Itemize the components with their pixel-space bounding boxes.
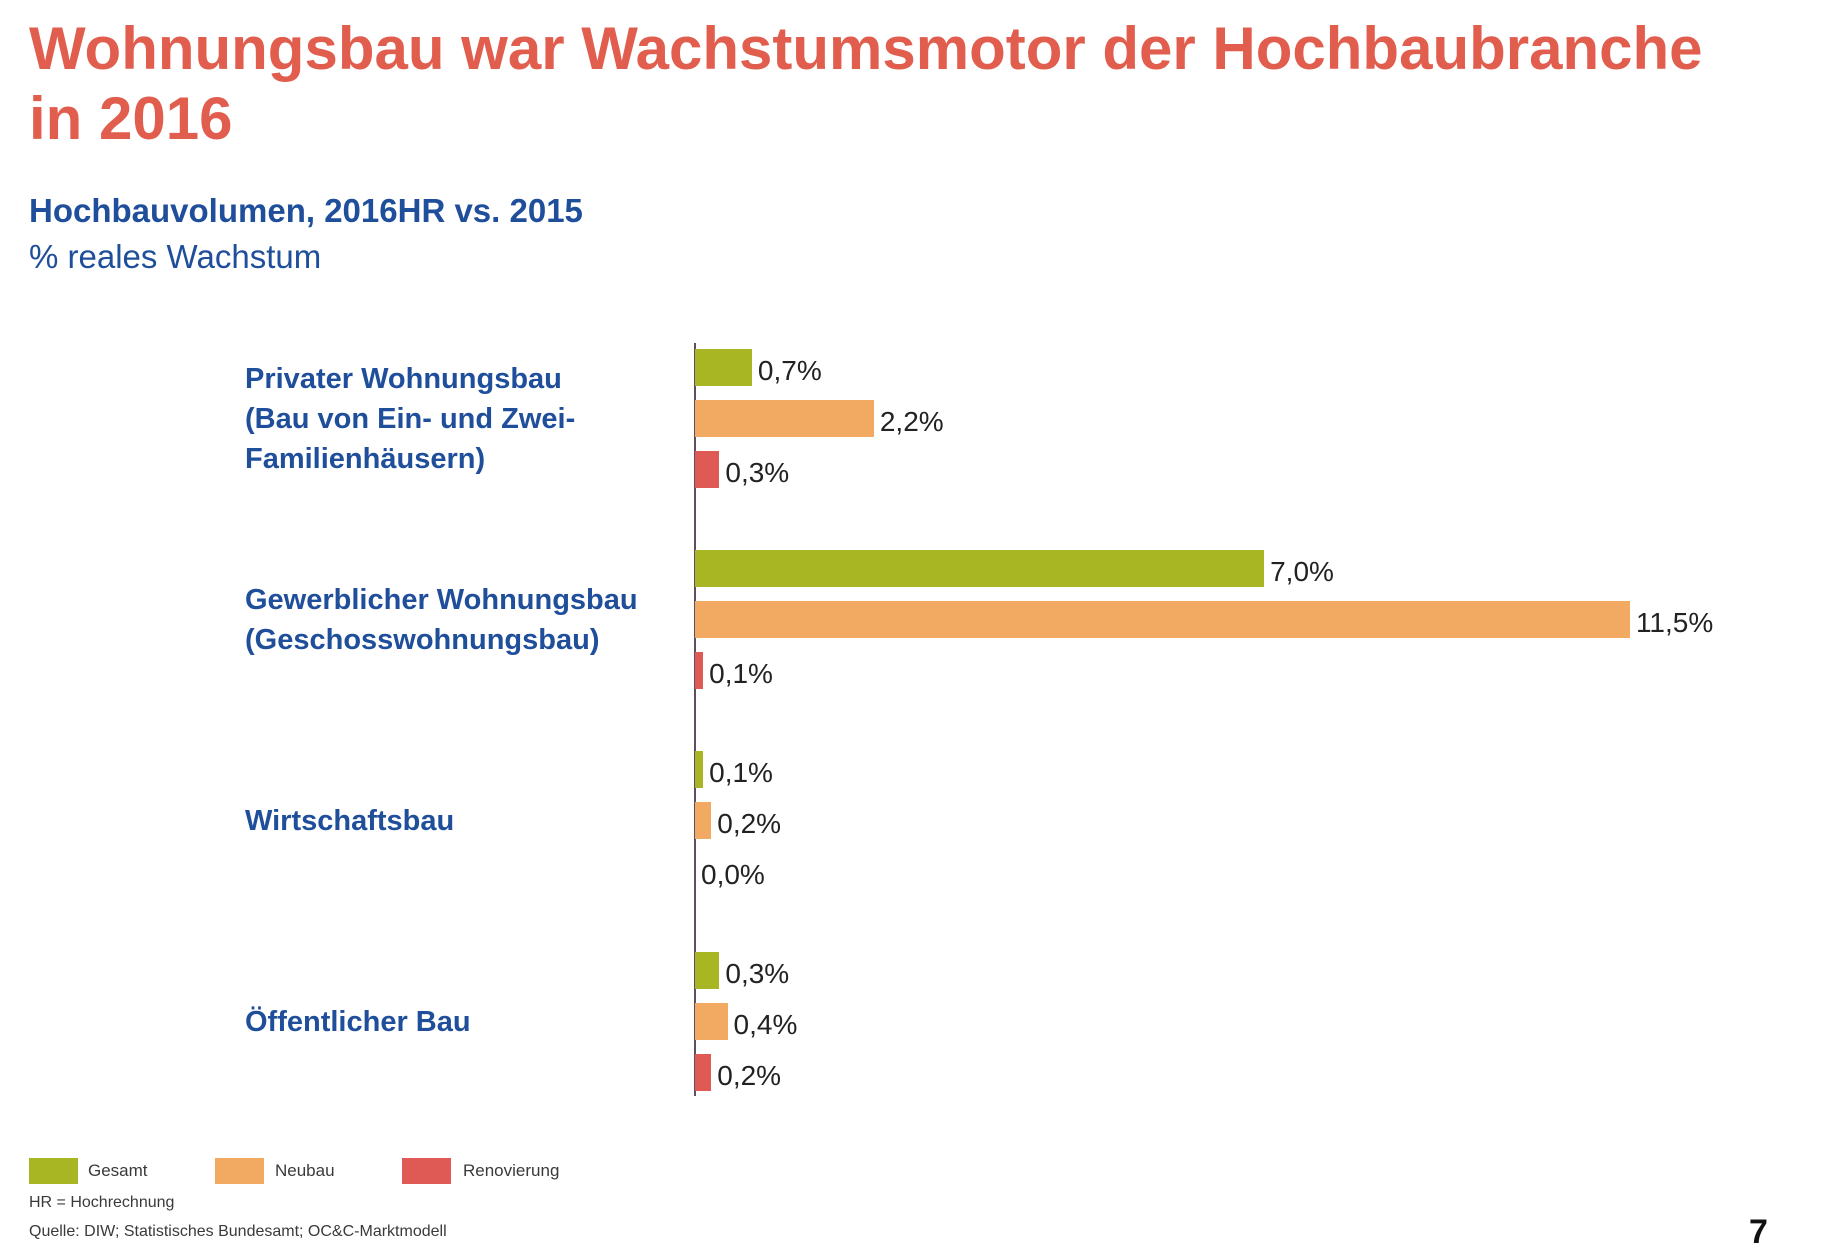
value-label-renovierung-2: 0,1%: [709, 658, 773, 689]
value-label-renovierung-1: 0,3%: [725, 457, 790, 488]
chart-title: Hochbauvolumen, 2016HR vs. 2015: [29, 192, 583, 229]
bar-neubau-4: [695, 1003, 728, 1040]
chart-unit-label: % reales Wachstum: [29, 238, 322, 275]
category-label-line: Wirtschaftsbau: [245, 804, 455, 837]
footnote: HR = Hochrechnung: [29, 1194, 175, 1211]
category-label: Wirtschaftsbau: [245, 801, 454, 841]
legend-swatch-renovierung: [402, 1158, 451, 1184]
bar-gesamt-4: [695, 952, 720, 989]
value-label-neubau-1: 2,2%: [879, 406, 944, 437]
legend: Gesamt Neubau Renovierung: [29, 1158, 589, 1184]
legend-label-neubau: Neubau: [275, 1161, 335, 1180]
value-label-gesamt-4: 0,3%: [725, 958, 790, 989]
legend-label-gesamt: Gesamt: [88, 1161, 148, 1180]
category-label: Gewerblicher Wohnungsbau (Geschosswohnung…: [245, 580, 638, 660]
category-label-line: Öffentlicher Bau: [245, 1005, 471, 1038]
category-label-line: (Geschosswohnungsbau): [245, 623, 600, 656]
value-label-renovierung-3: 0,0%: [701, 859, 765, 890]
legend-swatch-gesamt: [29, 1158, 78, 1184]
slide-title: Wohnungsbau war Wachstumsmotor der Hochb…: [29, 19, 1809, 149]
value-label-gesamt-1: 0,7%: [757, 355, 822, 386]
bar-gesamt-2: [695, 550, 1265, 587]
bar-neubau-1: [695, 400, 874, 437]
category-label-line: Privater Wohnungsbau: [245, 362, 562, 395]
bar-renovierung-1: [695, 451, 720, 488]
bar-renovierung-4: [695, 1054, 712, 1091]
bar-renovierung-2: [695, 652, 704, 689]
source-note: Quelle: DIW; Statistisches Bundesamt; OC…: [29, 1223, 447, 1240]
slide-title-line: Wohnungsbau war Wachstumsmotor der Hochb…: [29, 15, 1703, 82]
category-label-line: (Bau von Ein- und Zwei-: [245, 402, 576, 435]
bar-gesamt-1: [695, 349, 752, 386]
page-number: 7: [1749, 1213, 1768, 1251]
category-label: Öffentlicher Bau: [245, 1002, 471, 1042]
bar-neubau-3: [695, 802, 712, 839]
zero-axis-line: [694, 343, 696, 1096]
value-label-gesamt-2: 7,0%: [1270, 556, 1334, 587]
bar-gesamt-3: [695, 751, 704, 788]
legend-label-renovierung: Renovierung: [463, 1161, 560, 1180]
bar-neubau-2: [695, 601, 1630, 638]
value-label-renovierung-4: 0,2%: [717, 1060, 782, 1091]
category-label-line: Familienhäusern): [245, 442, 486, 475]
category-label: Privater Wohnungsbau (Bau von Ein- und Zw…: [245, 359, 575, 479]
value-label-neubau-2: 11,5%: [1635, 607, 1714, 638]
value-label-gesamt-3: 0,1%: [709, 757, 773, 788]
value-label-neubau-3: 0,2%: [717, 808, 782, 839]
bar-chart: Privater Wohnungsbau (Bau von Ein- und Zw…: [240, 340, 1740, 1100]
legend-swatch-neubau: [215, 1158, 264, 1184]
value-label-neubau-4: 0,4%: [733, 1009, 798, 1040]
category-label-line: Gewerblicher Wohnungsbau: [245, 583, 638, 616]
slide-title-line: in 2016: [29, 85, 233, 152]
